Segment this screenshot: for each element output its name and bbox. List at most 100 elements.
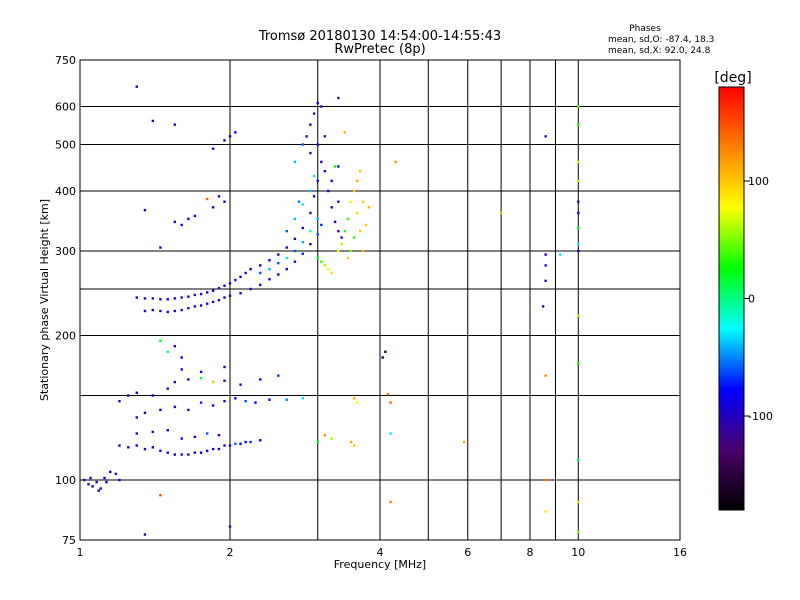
data-point xyxy=(173,123,177,126)
data-point xyxy=(187,307,190,310)
phase-stats-heading: Phases xyxy=(629,24,661,34)
data-point xyxy=(127,446,130,449)
chart-subtitle: RwPretec (8p) xyxy=(334,42,425,57)
data-point xyxy=(135,444,138,447)
data-point xyxy=(330,437,333,440)
data-point xyxy=(187,217,190,221)
data-point xyxy=(309,151,312,155)
data-point xyxy=(268,267,271,271)
data-point xyxy=(559,253,562,256)
data-point xyxy=(239,442,242,445)
data-point xyxy=(166,451,169,454)
data-point xyxy=(316,440,319,444)
data-point xyxy=(135,416,138,419)
data-point xyxy=(577,242,580,246)
data-point xyxy=(323,264,327,267)
data-point xyxy=(301,252,305,256)
data-point xyxy=(180,308,183,312)
data-point xyxy=(239,275,242,279)
data-point xyxy=(180,356,183,359)
data-point xyxy=(95,480,98,484)
data-point xyxy=(143,309,147,313)
data-point xyxy=(151,394,155,397)
data-point xyxy=(355,179,359,183)
data-point xyxy=(223,399,226,403)
data-point xyxy=(320,105,323,108)
data-point xyxy=(193,305,197,308)
data-point xyxy=(293,237,297,241)
x-tick-label: 6 xyxy=(464,546,471,559)
data-point xyxy=(384,350,387,353)
data-point xyxy=(87,483,90,486)
data-point xyxy=(541,305,545,308)
data-point xyxy=(239,383,242,386)
data-point xyxy=(323,169,327,173)
y-tick-label: 75 xyxy=(62,534,76,547)
data-point xyxy=(349,440,353,444)
data-point xyxy=(193,214,197,218)
data-point xyxy=(244,440,247,444)
data-point xyxy=(228,282,232,285)
data-point xyxy=(187,453,190,456)
data-point xyxy=(309,211,312,215)
data-point xyxy=(99,487,102,490)
data-point xyxy=(309,123,312,126)
data-point xyxy=(268,278,271,281)
data-point xyxy=(352,397,356,400)
data-point xyxy=(389,500,392,504)
data-point xyxy=(205,291,209,294)
data-point xyxy=(211,147,215,150)
y-tick-label: 300 xyxy=(55,245,76,258)
y-tick-label: 600 xyxy=(55,101,76,114)
data-point xyxy=(151,308,155,312)
axis-ticks: 1 2 4 6 8 10 16 75 100 200 300 400 500 600 750 xyxy=(55,54,687,559)
data-point xyxy=(349,200,353,203)
data-point xyxy=(223,365,226,369)
data-point xyxy=(180,368,183,371)
data-point xyxy=(389,432,392,435)
data-point xyxy=(118,444,121,447)
data-point xyxy=(228,135,232,138)
y-tick-label: 500 xyxy=(55,139,76,152)
data-point xyxy=(249,267,252,271)
data-point xyxy=(577,362,580,365)
data-point xyxy=(277,273,280,276)
data-point xyxy=(249,440,252,444)
data-point xyxy=(285,256,288,260)
y-tick-label: 100 xyxy=(55,474,76,487)
data-point xyxy=(367,206,371,209)
data-point xyxy=(105,480,108,484)
data-point xyxy=(187,408,190,412)
data-point xyxy=(217,298,221,302)
data-point xyxy=(330,271,333,275)
data-point xyxy=(143,533,147,536)
data-point xyxy=(361,200,365,203)
data-point xyxy=(127,394,130,397)
data-point xyxy=(173,345,177,348)
data-point xyxy=(228,294,232,297)
colorbar-ticks: 100 0 -100 xyxy=(744,175,773,423)
data-point xyxy=(333,165,337,168)
data-point xyxy=(199,451,203,454)
x-tick-label: 2 xyxy=(227,546,234,559)
data-point xyxy=(135,391,138,394)
plot-frame xyxy=(79,59,681,541)
data-point xyxy=(199,370,203,374)
data-point xyxy=(577,179,580,183)
data-point xyxy=(285,229,288,233)
y-tick-label: 400 xyxy=(55,185,76,198)
data-point xyxy=(268,398,271,401)
data-point xyxy=(293,249,297,253)
data-point xyxy=(180,296,183,299)
data-point xyxy=(337,96,340,100)
data-point xyxy=(277,261,280,265)
colorbar-tick-label: 100 xyxy=(748,175,769,188)
data-point xyxy=(343,131,347,134)
data-point xyxy=(293,160,297,164)
data-point xyxy=(297,200,301,203)
data-point xyxy=(249,287,252,291)
data-point xyxy=(205,449,209,453)
data-point xyxy=(361,249,365,253)
phase-stats-o: mean, sd,O: -87.4, 18.3 xyxy=(608,35,714,45)
x-tick-label: 1 xyxy=(77,546,84,559)
